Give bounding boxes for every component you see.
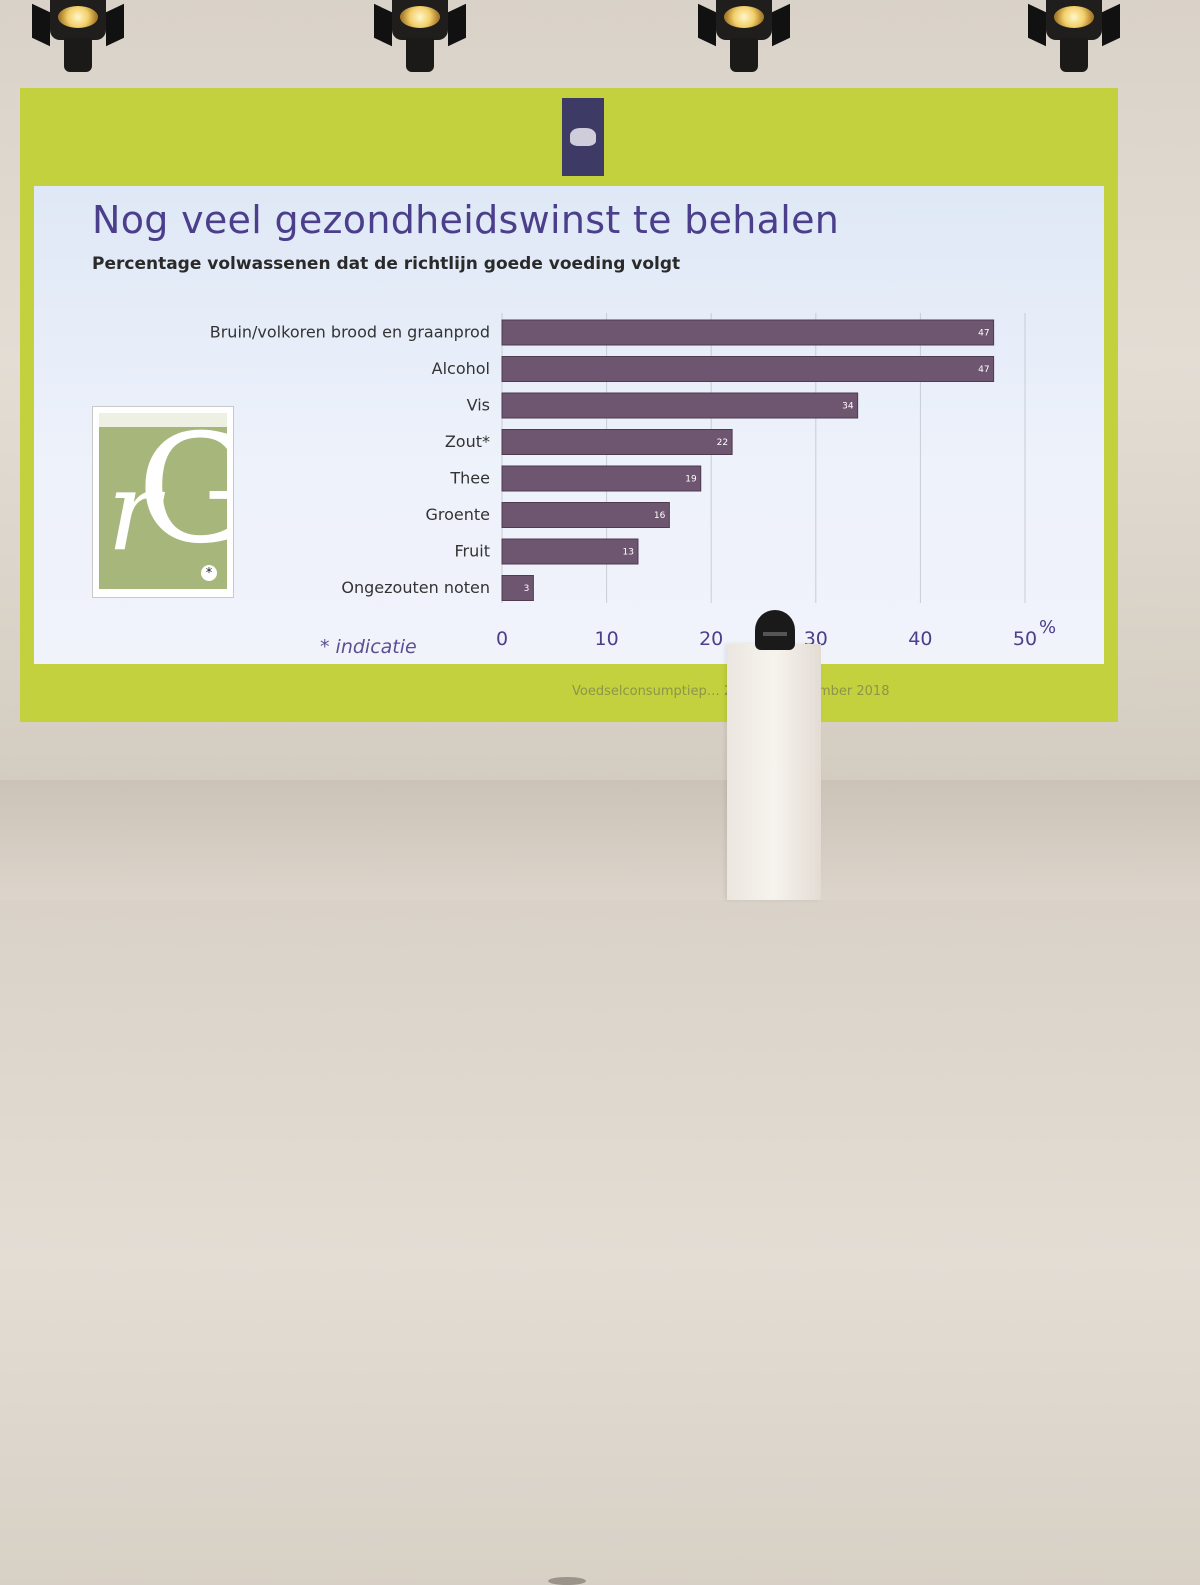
floor-drain bbox=[548, 1577, 586, 1585]
podium bbox=[727, 644, 821, 900]
chart-subtitle: Percentage volwassenen dat de richtlijn … bbox=[92, 254, 681, 274]
bar bbox=[501, 502, 670, 528]
bar bbox=[501, 465, 702, 492]
category-label: Zout* bbox=[445, 432, 490, 451]
data-label: 19 bbox=[685, 475, 697, 485]
spotlight-1 bbox=[28, 0, 128, 80]
x-tick-label: 0 bbox=[496, 628, 508, 650]
data-label: 34 bbox=[842, 402, 854, 412]
government-logo bbox=[562, 98, 604, 176]
category-label: Vis bbox=[467, 396, 490, 415]
slide-bottom-band bbox=[20, 664, 1118, 722]
bar bbox=[501, 356, 995, 382]
spotlight-2 bbox=[370, 0, 470, 80]
bar bbox=[501, 392, 859, 419]
category-label: Alcohol bbox=[432, 359, 490, 378]
book-cover-g-glyph: G bbox=[137, 413, 227, 577]
category-label: Thee bbox=[449, 469, 490, 488]
bar bbox=[501, 538, 639, 565]
x-tick-label: 20 bbox=[699, 628, 723, 650]
book-cover-r-glyph: r bbox=[107, 447, 160, 575]
x-tick-label: 50 bbox=[1013, 628, 1037, 650]
bar bbox=[501, 319, 995, 346]
spotlight-4 bbox=[1024, 0, 1124, 80]
book-cover-asterisk: * bbox=[201, 565, 217, 581]
data-label: 13 bbox=[623, 548, 634, 558]
category-label: Groente bbox=[425, 505, 490, 524]
x-tick-label: 40 bbox=[908, 628, 932, 650]
x-unit-label: % bbox=[1039, 617, 1056, 638]
category-label: Bruin/volkoren brood en graanprod bbox=[210, 323, 490, 342]
stage-floor bbox=[0, 780, 1200, 1585]
crest-icon bbox=[570, 128, 596, 146]
slide-title: Nog veel gezondheidswinst te behalen bbox=[92, 198, 840, 242]
category-label: Ongezouten noten bbox=[341, 578, 490, 597]
footnote: * indicatie bbox=[320, 636, 417, 658]
spotlight-3 bbox=[694, 0, 794, 80]
guideline-book-cover: G r * bbox=[92, 406, 234, 598]
data-label: 16 bbox=[654, 511, 666, 521]
data-label: 3 bbox=[524, 584, 530, 594]
book-cover-strip bbox=[99, 413, 227, 427]
data-label: 47 bbox=[978, 365, 989, 375]
projection-screen: Nog veel gezondheidswinst te behalen Per… bbox=[20, 88, 1118, 722]
data-label: 47 bbox=[978, 329, 989, 339]
podium-device bbox=[755, 610, 795, 650]
bar bbox=[501, 575, 534, 601]
data-label: 22 bbox=[717, 438, 728, 448]
x-tick-label: 10 bbox=[595, 628, 619, 650]
category-label: Fruit bbox=[455, 542, 490, 561]
book-cover-art: G r * bbox=[99, 413, 227, 589]
bar-chart: Bruin/volkoren brood en graanprod 47 Alcoh… bbox=[210, 313, 1056, 650]
bar bbox=[501, 429, 733, 455]
